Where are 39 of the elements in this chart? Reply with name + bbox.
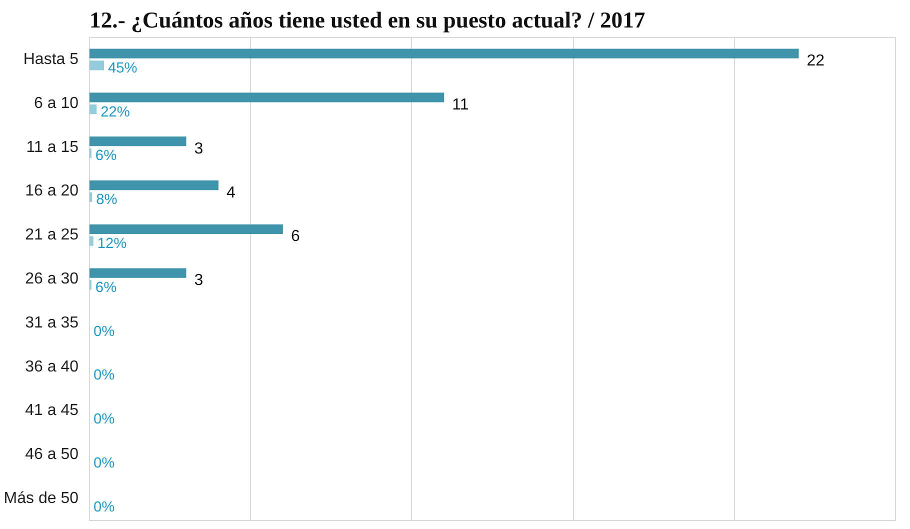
y-tick-label: 41 a 45 — [25, 402, 79, 420]
bar — [90, 268, 186, 278]
chart-title: 12.- ¿Cuántos años tiene usted en su puesto actual? / 2017 — [90, 8, 646, 32]
bar — [90, 104, 97, 114]
data-label: 22 — [806, 52, 825, 70]
data-label: 6% — [95, 280, 117, 296]
bar — [90, 192, 92, 202]
y-tick-label: 31 a 35 — [25, 314, 79, 332]
y-tick-label: Hasta 5 — [23, 50, 79, 68]
data-label: 0% — [94, 412, 115, 428]
data-label: 3 — [194, 272, 204, 290]
data-label: 6 — [290, 228, 300, 246]
bar — [90, 92, 444, 102]
bar — [90, 60, 104, 70]
data-label: 45% — [108, 60, 138, 76]
y-tick-label: 11 a 15 — [26, 138, 79, 156]
data-label: 11 — [452, 96, 469, 114]
bar — [90, 136, 186, 146]
data-label: 0% — [94, 368, 115, 384]
data-label: 4 — [226, 184, 236, 202]
data-label: 0% — [94, 324, 115, 340]
data-label: 8% — [96, 192, 118, 208]
bar — [90, 180, 218, 190]
y-tick-label: 21 a 25 — [25, 226, 79, 244]
bar — [90, 224, 283, 234]
y-tick-label: 16 a 20 — [25, 182, 79, 200]
y-tick-label: 36 a 40 — [25, 358, 79, 376]
y-tick-label: 26 a 30 — [25, 270, 79, 288]
data-label: 6% — [95, 148, 117, 164]
data-label: 3 — [194, 140, 204, 158]
y-tick-label: Más de 50 — [4, 490, 79, 508]
bar — [90, 48, 799, 58]
data-label: 12% — [97, 236, 127, 252]
y-tick-label: 6 a 10 — [34, 94, 79, 112]
data-label: 22% — [100, 104, 130, 120]
data-label: 0% — [94, 499, 115, 516]
bar — [90, 236, 94, 246]
data-label: 0% — [94, 456, 115, 472]
y-tick-label: 46 a 50 — [25, 446, 79, 464]
